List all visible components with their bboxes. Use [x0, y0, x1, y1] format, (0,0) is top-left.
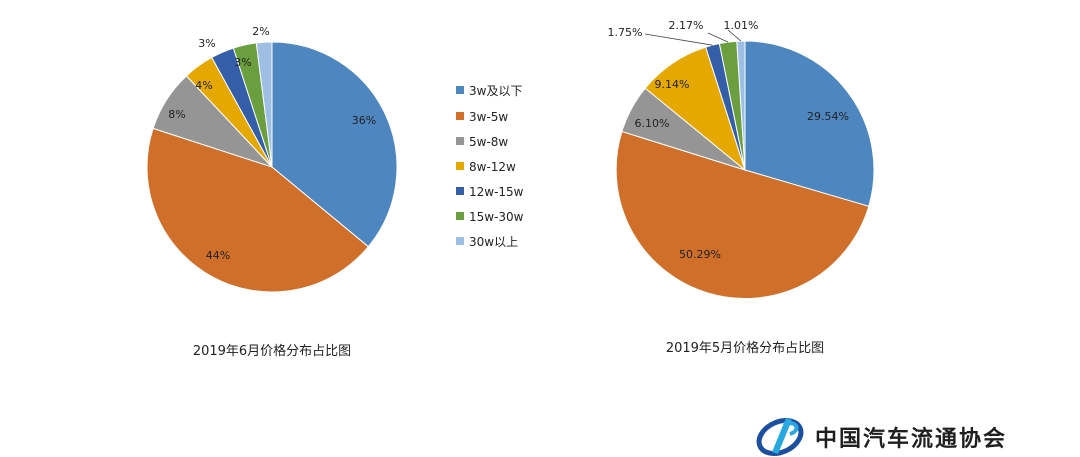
legend-swatch [456, 86, 464, 94]
legend-label: 15w-30w [469, 210, 524, 224]
legend-label: 12w-15w [469, 185, 524, 199]
pie-slice-3w-5w [146, 127, 370, 293]
legend-label: 3w及以下 [469, 84, 522, 98]
pie-slice-3w及以下 [744, 40, 875, 207]
data-label: 3% [198, 37, 215, 50]
pie-chart-may: 29.54% 50.29% 6.10% 9.14% 1.75% 2.17% 1.01% [608, 19, 875, 299]
label-leader-line [644, 33, 713, 46]
data-label: 1.75% [608, 26, 643, 39]
data-label: 4% [195, 79, 212, 92]
label-leader-line [707, 32, 729, 43]
legend-swatch [456, 187, 464, 195]
pie-chart-june: 36% 44% 8% 4% 3% 3% 2% [146, 25, 398, 293]
legend-swatch [456, 137, 464, 145]
data-label: 9.14% [655, 78, 690, 91]
data-label: 29.54% [807, 110, 849, 123]
data-label: 8% [168, 108, 185, 121]
data-label: 36% [352, 114, 376, 127]
legend-swatch [456, 212, 464, 220]
data-label: 6.10% [635, 117, 670, 130]
legend-swatch [456, 162, 464, 170]
legend: 3w及以下 3w-5w 5w-8w 8w-12w 12w-15w 15w-30w… [456, 84, 524, 249]
data-label: 50.29% [679, 248, 721, 261]
pie-slice-3w及以下 [271, 41, 398, 248]
legend-swatch [456, 112, 464, 120]
data-label: 2% [252, 25, 269, 38]
data-label: 2.17% [669, 19, 704, 32]
data-label: 3% [234, 56, 251, 69]
legend-label: 8w-12w [469, 160, 516, 174]
legend-label: 30w以上 [469, 235, 518, 249]
pie-slice-30w以上 [255, 41, 273, 168]
data-label: 44% [206, 249, 230, 262]
legend-label: 5w-8w [469, 135, 508, 149]
data-label: 1.01% [724, 19, 759, 32]
legend-label: 3w-5w [469, 110, 508, 124]
legend-swatch [456, 237, 464, 245]
cada-logo-icon [756, 418, 804, 456]
label-leader-line [727, 29, 742, 42]
chart-title-may: 2019年5月价格分布占比图 [666, 340, 824, 356]
logo-text: 中国汽车流通协会 [815, 426, 1007, 452]
pie-slice-3w-5w [615, 130, 870, 299]
chart-title-june: 2019年6月价格分布占比图 [193, 343, 351, 359]
